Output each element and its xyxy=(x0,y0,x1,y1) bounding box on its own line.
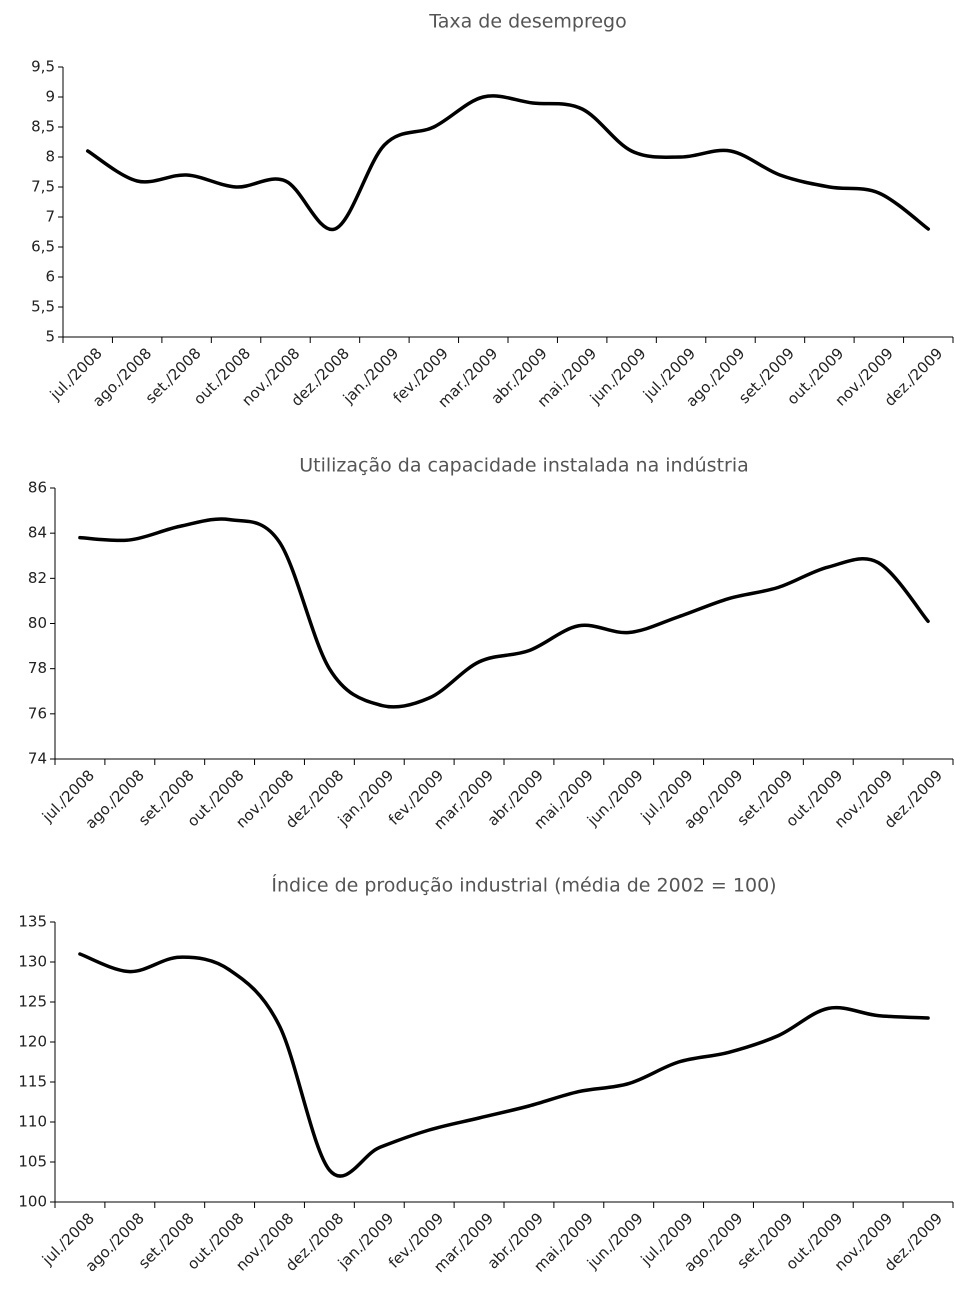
y-tick-label: 125 xyxy=(18,993,47,1011)
y-tick-label: 76 xyxy=(28,704,47,722)
line-series xyxy=(78,952,930,1178)
y-tick-label: 9 xyxy=(45,88,55,106)
chart-title: Índice de produção industrial (média de … xyxy=(271,874,776,897)
y-tick-label: 82 xyxy=(28,569,47,587)
y-tick-label: 6 xyxy=(45,268,55,286)
y-tick-label: 5 xyxy=(45,328,55,346)
y-tick-label: 9,5 xyxy=(31,58,55,76)
y-tick-label: 135 xyxy=(18,913,47,931)
y-tick-label: 100 xyxy=(18,1193,47,1211)
y-tick-label: 74 xyxy=(28,750,47,768)
line-series xyxy=(78,517,930,709)
y-tick-label: 6,5 xyxy=(31,238,55,256)
y-tick-label: 8,5 xyxy=(31,118,55,136)
y-tick-label: 86 xyxy=(28,479,47,497)
y-tick-label: 110 xyxy=(18,1113,47,1131)
line-series xyxy=(85,94,931,232)
y-tick-label: 115 xyxy=(18,1073,47,1091)
y-tick-label: 80 xyxy=(28,614,47,632)
chart-title: Utilização da capacidade instalada na in… xyxy=(299,455,749,477)
y-tick-label: 84 xyxy=(28,524,47,542)
chart-title: Taxa de desemprego xyxy=(428,11,627,33)
y-tick-label: 8 xyxy=(45,148,55,166)
y-tick-label: 7,5 xyxy=(31,178,55,196)
y-tick-label: 78 xyxy=(28,659,47,677)
y-tick-label: 130 xyxy=(18,953,47,971)
y-tick-label: 5,5 xyxy=(31,298,55,316)
y-tick-label: 120 xyxy=(18,1033,47,1051)
y-tick-label: 105 xyxy=(18,1153,47,1171)
y-tick-label: 7 xyxy=(45,208,55,226)
